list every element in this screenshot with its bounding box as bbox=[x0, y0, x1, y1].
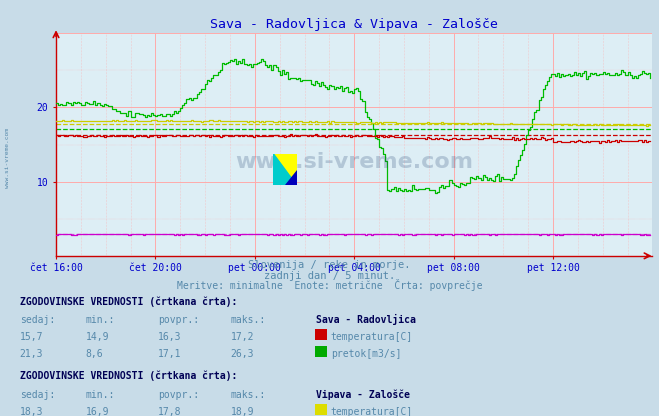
Text: 18,3: 18,3 bbox=[20, 407, 43, 416]
Text: 26,3: 26,3 bbox=[231, 349, 254, 359]
Text: ZGODOVINSKE VREDNOSTI (črtkana črta):: ZGODOVINSKE VREDNOSTI (črtkana črta): bbox=[20, 296, 237, 307]
Text: povpr.:: povpr.: bbox=[158, 315, 199, 325]
Text: Sava - Radovljica: Sava - Radovljica bbox=[316, 314, 416, 325]
Text: 18,9: 18,9 bbox=[231, 407, 254, 416]
Text: 14,9: 14,9 bbox=[86, 332, 109, 342]
Text: maks.:: maks.: bbox=[231, 315, 266, 325]
Text: 17,2: 17,2 bbox=[231, 332, 254, 342]
Text: Slovenija / reke in morje.: Slovenija / reke in morje. bbox=[248, 260, 411, 270]
Text: sedaj:: sedaj: bbox=[20, 315, 55, 325]
Text: pretok[m3/s]: pretok[m3/s] bbox=[331, 349, 401, 359]
Text: Meritve: minimalne  Enote: metrične  Črta: povprečje: Meritve: minimalne Enote: metrične Črta:… bbox=[177, 279, 482, 291]
Text: zadnji dan / 5 minut.: zadnji dan / 5 minut. bbox=[264, 271, 395, 281]
Text: 17,1: 17,1 bbox=[158, 349, 182, 359]
Text: 21,3: 21,3 bbox=[20, 349, 43, 359]
Title: Sava - Radovljica & Vipava - Zalošče: Sava - Radovljica & Vipava - Zalošče bbox=[210, 18, 498, 31]
Text: 15,7: 15,7 bbox=[20, 332, 43, 342]
Polygon shape bbox=[285, 170, 297, 185]
Text: 17,8: 17,8 bbox=[158, 407, 182, 416]
Text: temperatura[C]: temperatura[C] bbox=[331, 407, 413, 416]
Text: 16,9: 16,9 bbox=[86, 407, 109, 416]
Text: Vipava - Zalošče: Vipava - Zalošče bbox=[316, 390, 411, 400]
Text: maks.:: maks.: bbox=[231, 390, 266, 400]
Text: min.:: min.: bbox=[86, 390, 115, 400]
Polygon shape bbox=[273, 154, 297, 185]
Text: temperatura[C]: temperatura[C] bbox=[331, 332, 413, 342]
Text: ZGODOVINSKE VREDNOSTI (črtkana črta):: ZGODOVINSKE VREDNOSTI (črtkana črta): bbox=[20, 371, 237, 381]
Text: www.si-vreme.com: www.si-vreme.com bbox=[235, 152, 473, 172]
Text: sedaj:: sedaj: bbox=[20, 390, 55, 400]
Text: 16,3: 16,3 bbox=[158, 332, 182, 342]
Polygon shape bbox=[273, 154, 297, 185]
Text: min.:: min.: bbox=[86, 315, 115, 325]
Text: 8,6: 8,6 bbox=[86, 349, 103, 359]
Text: povpr.:: povpr.: bbox=[158, 390, 199, 400]
Text: www.si-vreme.com: www.si-vreme.com bbox=[5, 128, 11, 188]
